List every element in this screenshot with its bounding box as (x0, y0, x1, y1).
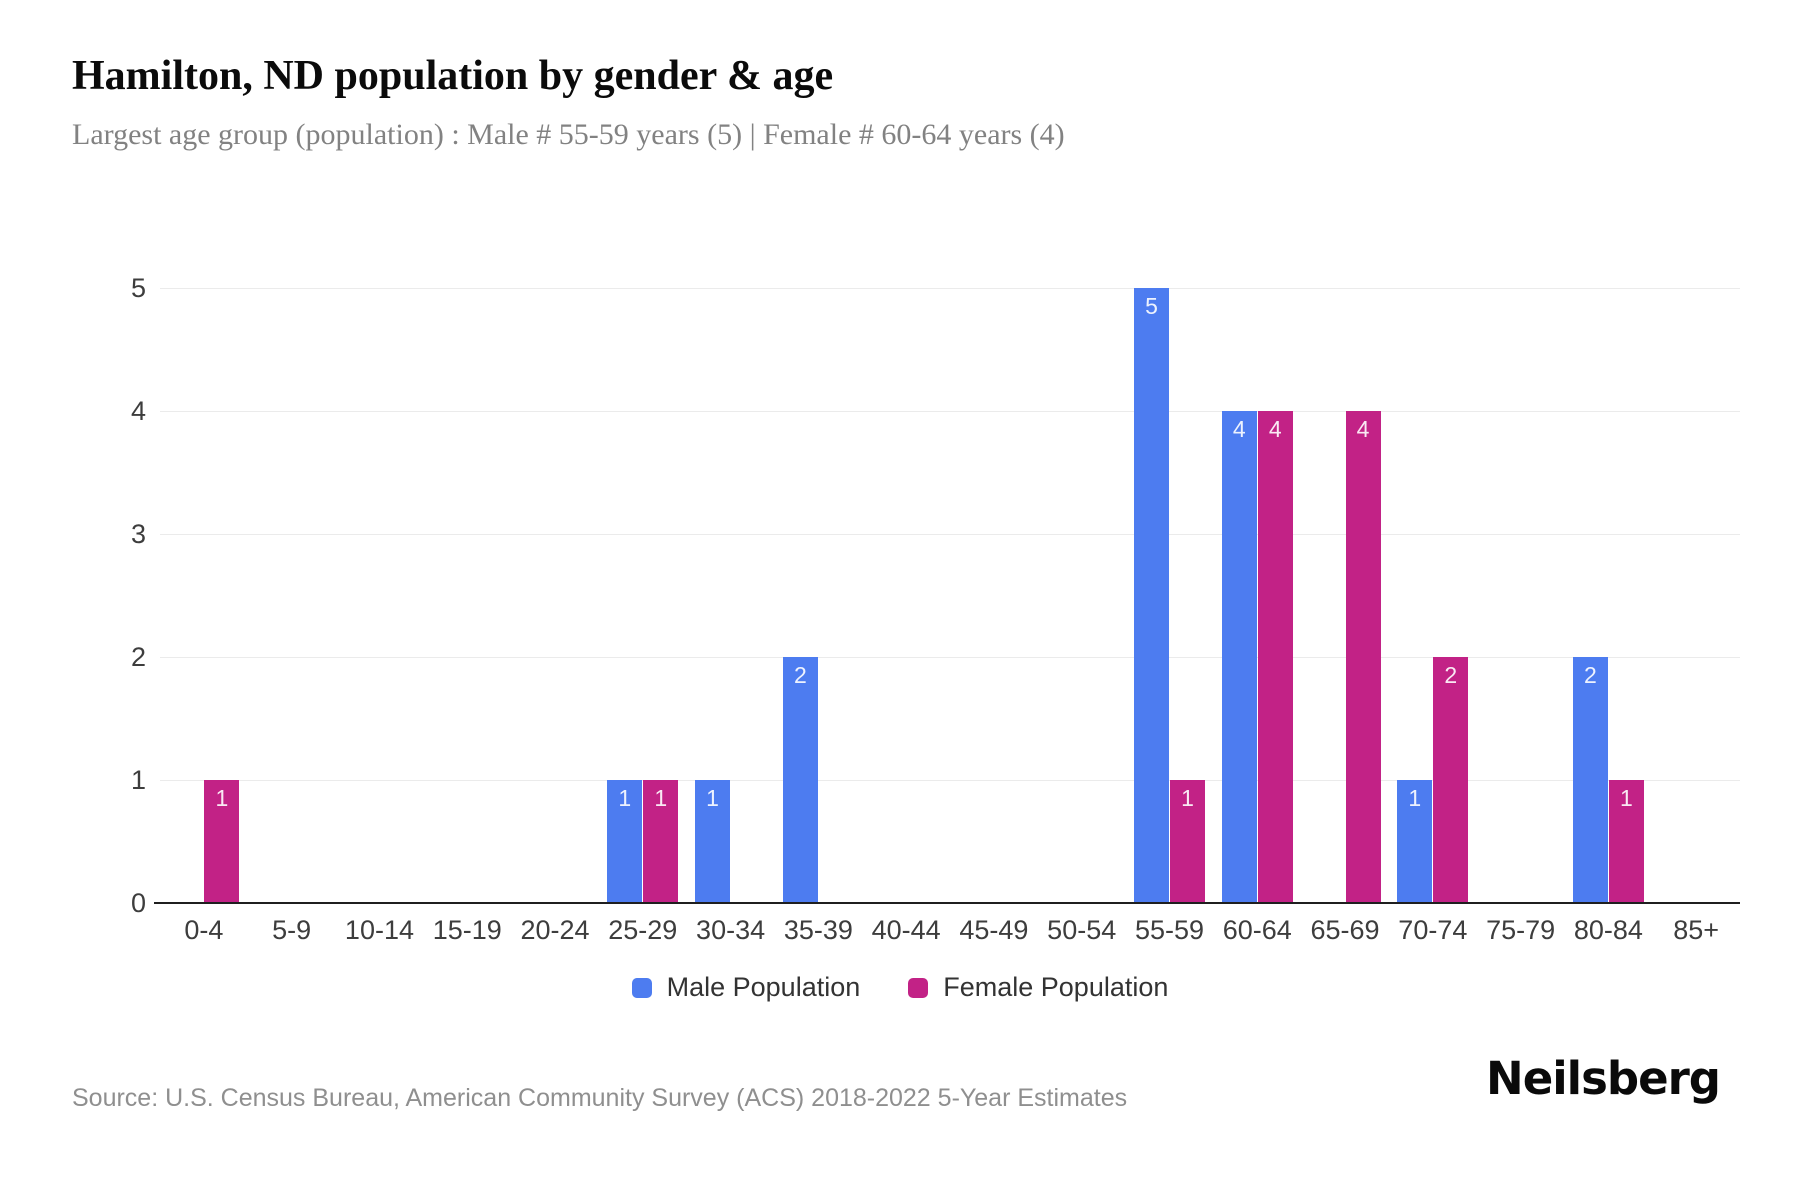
legend-label-male: Male Population (666, 972, 861, 1002)
bar-value-label: 1 (706, 785, 719, 811)
category-slot-0-4: 1 (160, 288, 248, 903)
x-tick-25-29: 25-29 (608, 915, 678, 945)
x-tick-20-24: 20-24 (520, 915, 590, 945)
bar-value-label: 2 (1444, 662, 1458, 688)
bar-value-label: 1 (1408, 785, 1422, 811)
category-slot-15-19 (423, 288, 511, 903)
male-swatch-icon (631, 977, 652, 998)
x-tick-10-14: 10-14 (344, 915, 414, 945)
bar-value-label: 4 (1356, 416, 1370, 442)
bar-male-30-34[interactable]: 1 (695, 780, 731, 903)
y-tick-3: 3 (130, 519, 146, 549)
x-tick-35-39: 35-39 (783, 915, 853, 945)
x-axis-line (154, 902, 1740, 904)
x-tick-0-4: 0-4 (184, 915, 224, 945)
y-tick-4: 4 (130, 396, 146, 426)
bar-value-label: 1 (1619, 785, 1633, 811)
category-slot-75-79 (1477, 288, 1565, 903)
x-tick-50-54: 50-54 (1047, 915, 1117, 945)
bar-male-70-74[interactable]: 1 (1397, 780, 1433, 903)
x-tick-70-74: 70-74 (1398, 915, 1468, 945)
bar-value-label: 4 (1268, 416, 1282, 442)
x-tick-15-19: 15-19 (432, 915, 502, 945)
gridline-4 (160, 411, 1740, 412)
bar-value-label: 4 (1232, 416, 1246, 442)
y-tick-2: 2 (130, 642, 146, 672)
bar-value-label: 1 (215, 785, 229, 811)
y-tick-1: 1 (130, 765, 146, 795)
bar-male-80-84[interactable]: 2 (1572, 657, 1608, 903)
legend-label-female: Female Population (943, 972, 1169, 1002)
gridline-5 (160, 288, 1740, 289)
gridline-2 (160, 657, 1740, 658)
bar-value-label: 2 (793, 662, 807, 688)
category-slot-20-24 (511, 288, 599, 903)
x-tick-45-49: 45-49 (959, 915, 1029, 945)
female-swatch-icon (908, 977, 929, 998)
category-slot-35-39: 2 (774, 288, 862, 903)
x-tick-55-59: 55-59 (1134, 915, 1205, 945)
gridline-3 (160, 534, 1740, 535)
category-slot-65-69: 4 (1301, 288, 1389, 903)
legend: Male Population Female Population (0, 972, 1800, 1003)
page-title: Hamilton, ND population by gender & age (72, 53, 834, 99)
bar-female-65-69[interactable]: 4 (1345, 411, 1381, 903)
x-tick-5-9: 5-9 (272, 915, 312, 945)
bar-male-25-29[interactable]: 1 (607, 780, 643, 903)
brand-logo: Neilsberg (1486, 1052, 1721, 1105)
x-axis-labels: 0-4 5-9 10-14 15-19 20-24 25-29 30-34 35-39 40-4… (160, 915, 1740, 946)
category-slot-5-9 (248, 288, 336, 903)
gridline-1 (160, 780, 1740, 781)
y-tick-5: 5 (130, 273, 146, 303)
bar-value-label: 5 (1145, 293, 1158, 319)
page-subtitle: Largest age group (population) : Male # … (72, 118, 1065, 151)
bar-value-label: 1 (618, 785, 632, 811)
x-tick-80-84: 80-84 (1573, 915, 1643, 945)
y-tick-0: 0 (130, 888, 146, 918)
category-slot-40-44 (862, 288, 950, 903)
bar-male-60-64[interactable]: 4 (1221, 411, 1257, 903)
x-tick-75-79: 75-79 (1486, 915, 1556, 945)
x-tick-65-69: 65-69 (1310, 915, 1380, 945)
x-tick-30-34: 30-34 (696, 915, 766, 945)
legend-item-female[interactable]: Female Population (908, 972, 1168, 1003)
bar-female-70-74[interactable]: 2 (1433, 657, 1469, 903)
bar-value-label: 2 (1583, 662, 1597, 688)
bar-male-55-59[interactable]: 5 (1133, 288, 1169, 903)
category-slot-10-14 (336, 288, 424, 903)
category-slot-45-49 (950, 288, 1038, 903)
legend-item-male[interactable]: Male Population (631, 972, 861, 1003)
bar-value-label: 1 (1181, 785, 1194, 811)
bar-male-35-39[interactable]: 2 (782, 657, 818, 903)
bar-female-25-29[interactable]: 1 (643, 780, 679, 903)
bar-female-55-59[interactable]: 1 (1169, 780, 1205, 903)
bar-female-60-64[interactable]: 4 (1257, 411, 1293, 903)
bar-value-label: 1 (654, 785, 668, 811)
category-slot-85+ (1652, 288, 1740, 903)
category-slot-50-54 (1038, 288, 1126, 903)
x-tick-40-44: 40-44 (871, 915, 941, 945)
x-tick-85+: 85+ (1673, 915, 1720, 945)
category-slot-30-34: 1 (687, 288, 775, 903)
source-text: Source: U.S. Census Bureau, American Com… (72, 1084, 1128, 1112)
bar-female-80-84[interactable]: 1 (1608, 780, 1644, 903)
bar-female-0-4[interactable]: 1 (204, 780, 240, 903)
x-tick-60-64: 60-64 (1222, 915, 1292, 945)
